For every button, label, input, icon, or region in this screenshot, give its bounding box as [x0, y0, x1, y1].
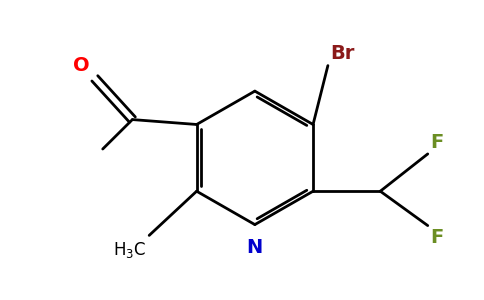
Text: F: F [431, 133, 444, 152]
Text: Br: Br [330, 44, 354, 63]
Text: N: N [247, 238, 263, 257]
Text: F: F [431, 227, 444, 247]
Text: O: O [73, 56, 90, 75]
Text: H$_3$C: H$_3$C [113, 240, 146, 260]
